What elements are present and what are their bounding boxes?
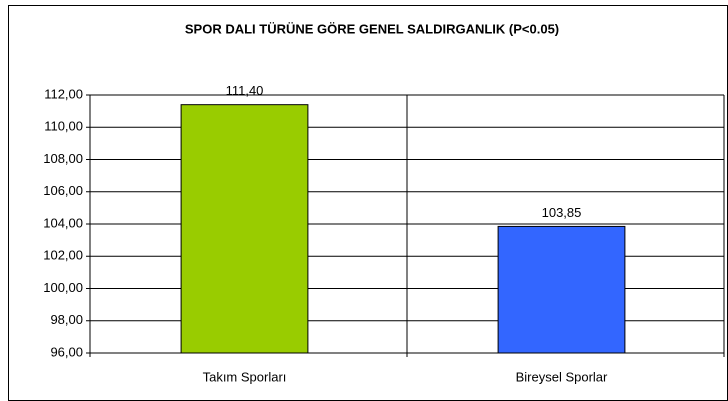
y-tick-label: 112,00 <box>44 86 83 101</box>
x-tick-label: Takım Sporları <box>203 369 287 384</box>
y-tick-label: 106,00 <box>43 183 83 198</box>
y-tick-label: 108,00 <box>43 151 83 166</box>
y-tick-label: 102,00 <box>43 248 83 263</box>
value-label: 103,85 <box>542 205 582 220</box>
bar <box>180 104 309 354</box>
x-tick-label: Bireysel Sporlar <box>516 369 608 384</box>
y-tick-label: 100,00 <box>43 280 83 295</box>
y-tick-label: 110,00 <box>44 119 83 134</box>
bar <box>497 225 626 354</box>
chart-title: SPOR DALI TÜRÜNE GÖRE GENEL SALDIRGANLIK… <box>185 21 559 36</box>
y-tick-label: 98,00 <box>50 312 83 327</box>
value-label: 111,40 <box>226 83 264 98</box>
y-tick-label: 96,00 <box>50 344 83 359</box>
y-tick-label: 104,00 <box>43 215 83 230</box>
